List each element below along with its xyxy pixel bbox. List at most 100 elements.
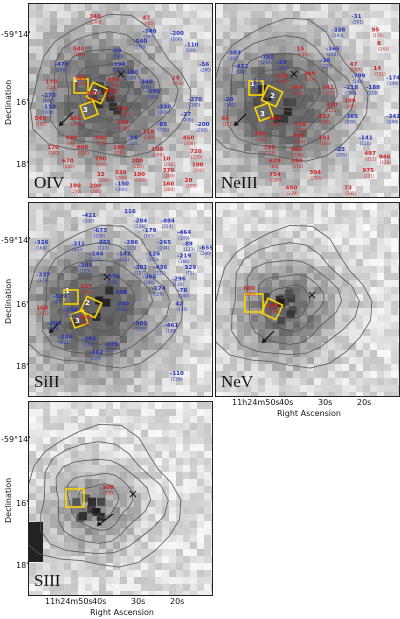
velocity-label: 329: [185, 265, 197, 271]
velocity-label: 450: [183, 135, 195, 141]
velocity-error: (100): [63, 164, 75, 169]
slit-region: [248, 80, 264, 96]
velocity-error: (200): [87, 96, 99, 101]
velocity-label: -673: [93, 228, 107, 234]
velocity-error: (122): [118, 257, 130, 262]
dec-tick-2-1: 16': [16, 300, 29, 309]
ylabel-row1: Declination: [4, 79, 13, 125]
velocity-error: (142): [79, 321, 91, 326]
velocity-error: (219): [367, 91, 379, 96]
dec-tick-1-1: 16': [16, 98, 29, 107]
velocity-label: 241: [322, 85, 334, 91]
velocity-label: 340: [69, 116, 81, 122]
velocity-error: (120): [153, 292, 165, 297]
velocity-error: (200): [134, 178, 146, 183]
panel-oiv: 1 2 3 340 (200) 47 (400) -200 (100) -540 (200) 540(…: [28, 3, 213, 198]
velocity-label: 940: [95, 135, 107, 141]
contour-line: [57, 259, 153, 345]
velocity-label: 73: [344, 186, 352, 192]
velocity-label: -340: [139, 79, 153, 85]
velocity-error: (200): [114, 151, 126, 156]
velocity-error: (100): [171, 37, 183, 42]
dec-tick-3-0: -59°14': [1, 435, 31, 444]
velocity-error: (200): [98, 178, 110, 183]
slit-region: [254, 102, 274, 122]
velocity-error: (200): [90, 189, 102, 194]
velocity-error: (200): [186, 183, 198, 188]
velocity-error: (194): [158, 245, 170, 250]
velocity-label: 929: [293, 133, 305, 139]
velocity-label: 254: [78, 315, 90, 321]
velocity-error: (205): [345, 104, 357, 109]
velocity-error: (128): [134, 224, 146, 229]
velocity-error: (184): [319, 141, 331, 146]
velocity-label: 720: [190, 149, 202, 155]
velocity-error: (300): [143, 35, 155, 40]
velocity-label: 191: [318, 135, 330, 141]
velocity-label: -270: [188, 97, 202, 103]
ra-tick-nev-0: 11h24m50s: [232, 398, 280, 407]
velocity-label: 170: [47, 145, 59, 151]
velocity-error: (149): [387, 81, 399, 86]
velocity-label: 170: [45, 79, 57, 85]
velocity-error: (209): [305, 77, 317, 82]
velocity-label: 480: [267, 304, 279, 310]
velocity-label: 369: [304, 72, 316, 78]
dec-tick-3-1: 16': [16, 499, 29, 508]
velocity-label: -421: [82, 213, 96, 219]
velocity-error: (211): [90, 257, 102, 262]
velocity-label: -174: [386, 76, 399, 82]
velocity-label: -365: [142, 275, 156, 281]
velocity-label: 237: [318, 114, 330, 120]
velocity-error: (285): [345, 191, 357, 196]
contour-line: [66, 472, 134, 531]
velocity-label: -20: [111, 49, 121, 55]
velocity-label: -286: [124, 240, 138, 246]
velocity-label: 564: [291, 85, 303, 91]
velocity-label: -301: [78, 263, 92, 269]
velocity-label: 594: [291, 159, 303, 165]
velocity-label: -365: [344, 114, 358, 120]
velocity-error: (100): [112, 54, 124, 59]
velocity-label: -355: [97, 240, 111, 246]
slit-number: 2: [85, 299, 90, 307]
velocity-label: 15: [297, 47, 305, 53]
velocity-label: -296: [172, 276, 186, 282]
velocity-label: -436: [153, 265, 167, 271]
velocity-error: (163): [143, 234, 155, 239]
velocity-label: 900: [77, 145, 89, 151]
contour-line: [268, 284, 311, 319]
velocity-error: (200): [186, 48, 198, 53]
contour-line: [68, 273, 136, 332]
arrow-head: [49, 328, 54, 333]
velocity-error: (231): [363, 174, 375, 179]
panel-neiii-map: 123-31(301)95(176)-338(193)8(263)-503(28…: [216, 4, 399, 197]
velocity-error: (186): [270, 178, 282, 183]
velocity-label: 47: [350, 62, 358, 68]
velocity-label: 490: [66, 135, 78, 141]
contour-line: [55, 458, 151, 544]
velocity-label: -110: [42, 105, 56, 111]
contour-line: [216, 17, 369, 162]
slit-number: 1: [73, 76, 78, 84]
velocity-label: -461: [164, 323, 178, 329]
velocity-error: (200): [103, 95, 115, 100]
velocity-error: (157): [134, 270, 146, 275]
velocity-label: 280: [86, 91, 98, 97]
velocity-error: (211): [37, 311, 49, 316]
velocity-error: (232): [59, 340, 71, 345]
panel-nev-ion-label: NeV: [221, 372, 254, 391]
velocity-error: (200): [109, 83, 121, 88]
velocity-error: (126): [380, 160, 392, 165]
slit-number: 2: [93, 88, 98, 96]
velocity-error: (200): [70, 189, 82, 194]
contour-line: [216, 224, 373, 369]
panel-oiv-ion-label: OIV: [34, 173, 65, 192]
xlabel-siii: Right Ascension: [90, 608, 154, 617]
center-cross: [308, 291, 316, 299]
velocity-error: (200): [182, 118, 194, 123]
slit-number: 2: [270, 92, 275, 100]
contour-line: [264, 77, 307, 112]
velocity-error: (301): [352, 19, 364, 24]
velocity-label: -29: [276, 60, 286, 66]
